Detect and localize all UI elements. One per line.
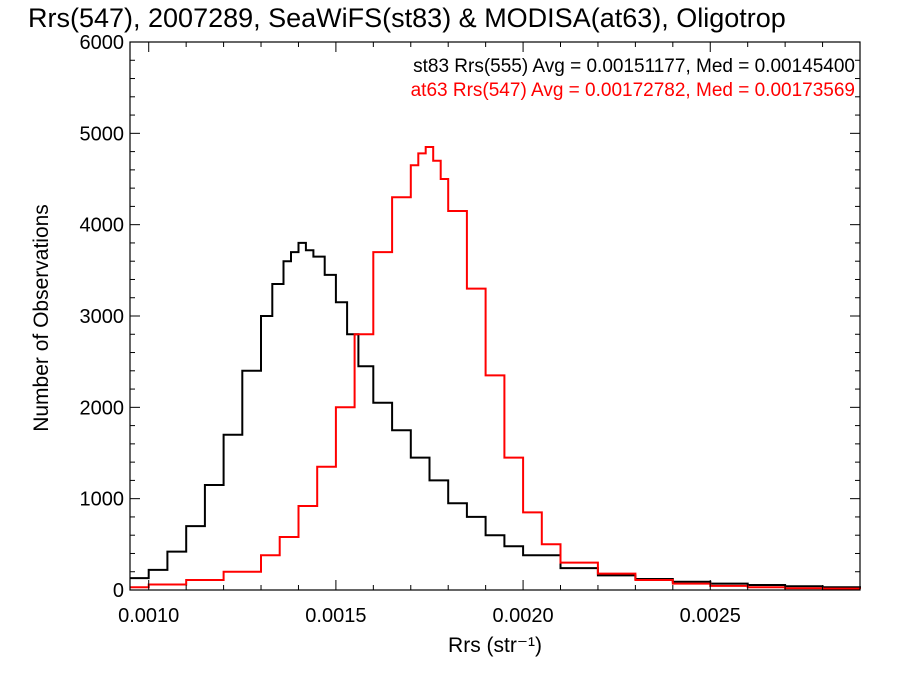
annotation-at63-stats: at63 Rrs(547) Avg = 0.00172782, Med = 0.… [411, 80, 855, 101]
x-tick-label: 0.0010 [118, 605, 179, 627]
y-tick-label: 5000 [80, 123, 125, 145]
y-tick-label: 2000 [80, 397, 125, 419]
series-line-1 [130, 146, 861, 590]
annotation-st83-stats: st83 Rrs(555) Avg = 0.00151177, Med = 0.… [413, 56, 855, 77]
series-line-0 [130, 241, 861, 589]
y-tick-label: 6000 [80, 32, 125, 54]
x-axis-label: Rrs (str⁻¹) [448, 634, 542, 657]
plot-frame [129, 41, 861, 591]
y-tick-label: 4000 [80, 215, 125, 237]
y-tick-label: 0 [113, 580, 124, 602]
y-tick-label: 1000 [80, 489, 125, 511]
y-tick-label: 3000 [80, 306, 125, 328]
x-tick-label: 0.0015 [305, 605, 366, 627]
chart-title: Rrs(547), 2007289, SeaWiFS(st83) & MODIS… [28, 3, 786, 33]
x-tick-label: 0.0020 [492, 605, 553, 627]
y-axis-label: Number of Observations [30, 204, 53, 432]
series-layer [130, 146, 861, 590]
axes-layer: 0 1000 2000 3000 4000 5000 6000 0.0010 0.0015 0.0… [80, 32, 861, 627]
x-tick-label: 0.0025 [680, 605, 741, 627]
